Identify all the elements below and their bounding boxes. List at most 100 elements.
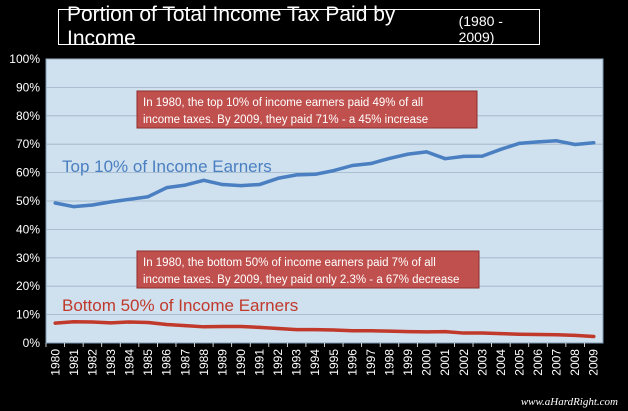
x-tick-label: 1981 (67, 349, 81, 376)
data-point (387, 329, 392, 333)
x-tick-label: 1986 (160, 349, 174, 376)
chart-title: Portion of Total Income Tax Paid by Inco… (67, 3, 396, 50)
data-point (276, 326, 280, 331)
data-point (480, 154, 484, 158)
x-tick-label: 1990 (234, 349, 248, 376)
data-point (276, 176, 280, 180)
data-point (257, 325, 262, 329)
data-point (536, 332, 540, 337)
data-point (443, 157, 447, 161)
chart-title-box: Portion of Total Income Tax Paid by Inco… (58, 3, 540, 50)
y-tick-label: 80% (16, 109, 40, 123)
x-tick-label: 2008 (568, 349, 582, 376)
data-point (425, 330, 429, 334)
data-point (295, 328, 299, 332)
data-point (183, 324, 187, 328)
x-tick-label: 2001 (438, 349, 452, 376)
x-tick-label: 1993 (290, 349, 304, 376)
data-point (462, 331, 466, 335)
y-tick-label: 50% (16, 194, 40, 208)
data-point (202, 178, 206, 182)
data-point (332, 169, 336, 173)
x-tick-label: 1996 (345, 349, 359, 376)
x-tick-label: 1980 (48, 349, 62, 376)
x-tick-label: 1987 (178, 349, 192, 376)
data-point (592, 141, 596, 145)
data-point (109, 200, 113, 204)
data-point (90, 320, 95, 324)
series-line-bottom-50 (53, 319, 596, 339)
data-point (554, 333, 559, 337)
y-tick-label: 20% (16, 279, 40, 293)
x-tick-label: 1997 (364, 349, 378, 376)
data-point (517, 332, 522, 336)
data-point (127, 320, 132, 324)
y-tick-label: 10% (16, 308, 40, 322)
data-point (480, 331, 484, 335)
x-tick-label: 1995 (327, 349, 341, 376)
x-tick-label: 2009 (587, 349, 601, 376)
annotation-text: In 1980, the bottom 50% of income earner… (143, 257, 459, 286)
data-point (499, 332, 503, 336)
data-point (220, 324, 224, 329)
x-tick-label: 1999 (401, 349, 415, 376)
data-point (53, 201, 57, 205)
data-point (573, 333, 577, 337)
x-tick-label: 1988 (197, 349, 211, 376)
y-tick-label: 0% (23, 336, 41, 350)
data-point (443, 330, 447, 334)
x-tick-label: 1998 (382, 349, 396, 376)
y-tick-label: 90% (16, 80, 40, 94)
chart-subtitle: (1980 - 2009) (458, 13, 503, 45)
data-point (53, 321, 57, 325)
y-tick-label: 30% (16, 251, 40, 265)
x-tick-label: 1985 (141, 349, 155, 376)
data-point (220, 182, 224, 187)
x-tick-label: 1991 (253, 349, 267, 376)
data-point (332, 328, 336, 332)
data-point (109, 321, 113, 325)
data-point (72, 205, 76, 209)
data-point (165, 186, 169, 190)
y-tick-label: 60% (16, 166, 40, 180)
x-tick-label: 2003 (475, 349, 489, 376)
data-point (127, 197, 132, 201)
data-point (350, 163, 354, 168)
x-tick-label: 2005 (512, 349, 526, 376)
x-tick-label: 1983 (104, 349, 118, 376)
data-point (72, 320, 76, 324)
series-label-top-10: Top 10% of Income Earners (62, 157, 272, 176)
data-point (257, 182, 262, 187)
x-tick-label: 2006 (531, 349, 545, 376)
data-point (554, 139, 559, 143)
data-point (462, 154, 466, 159)
data-point (239, 324, 243, 329)
data-point (573, 142, 577, 147)
y-tick-label: 70% (16, 137, 40, 151)
data-point (592, 334, 596, 339)
data-point (183, 183, 187, 187)
annotation-box (136, 90, 478, 129)
data-point (295, 173, 299, 177)
series-line-top-10 (53, 139, 596, 209)
data-point (313, 172, 317, 176)
x-tick-label: 2000 (420, 349, 434, 376)
annotation-box (136, 250, 480, 289)
data-point (536, 140, 540, 144)
data-point (369, 161, 373, 166)
x-tick-label: 1982 (85, 349, 99, 376)
data-point (90, 203, 95, 207)
data-point (146, 195, 150, 199)
y-tick-label: 40% (16, 222, 40, 236)
data-point (146, 320, 150, 325)
x-tick-label: 1994 (308, 349, 322, 376)
data-point (406, 330, 410, 334)
data-point (165, 322, 169, 327)
x-tick-label: 2007 (550, 349, 564, 376)
data-point (406, 152, 410, 156)
data-point (499, 147, 503, 151)
site-credit: www.aHardRight.com (520, 396, 618, 408)
x-tick-label: 1984 (123, 349, 137, 376)
